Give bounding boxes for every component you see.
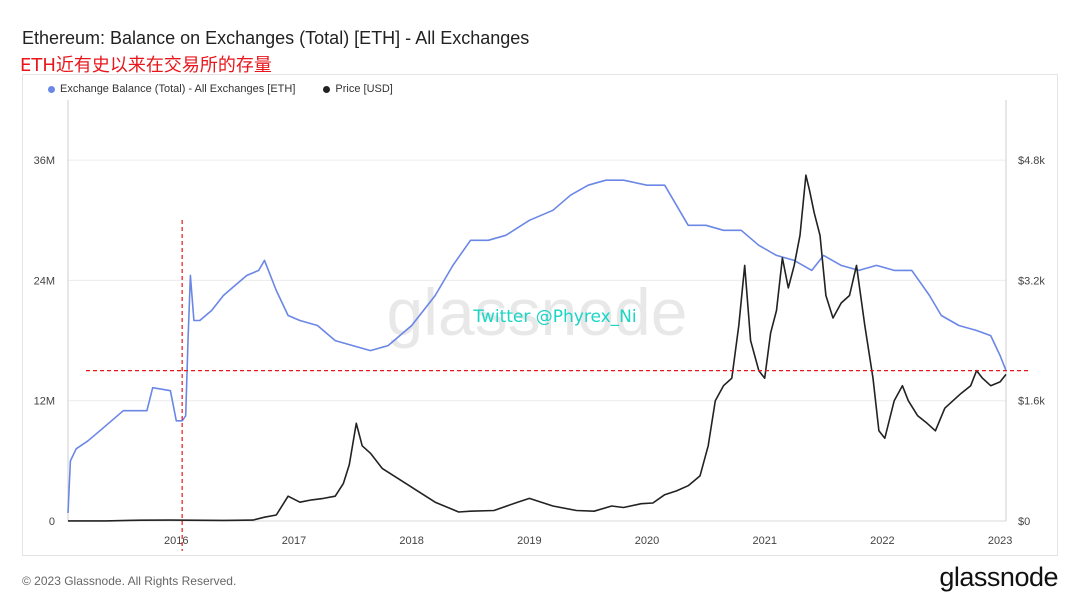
y-left-tick-label: 36M	[34, 155, 55, 167]
y-left-tick-label: 0	[49, 516, 55, 528]
y-right-tick-label: $3.2k	[1018, 275, 1045, 287]
x-tick-label: 2018	[399, 535, 423, 547]
series-line-price	[68, 174, 1007, 522]
chart-legend: Exchange Balance (Total) - All Exchanges…	[48, 83, 393, 95]
y-right-tick-label: $0	[1018, 516, 1030, 528]
glassnode-logo: glassnode	[939, 562, 1058, 592]
x-tick-label: 2020	[635, 535, 659, 547]
x-tick-label: 2017	[282, 535, 306, 547]
chart-annotation-subtitle: ETH近有史以来在交易所的存量	[20, 55, 272, 76]
legend-dot-balance	[48, 85, 55, 93]
y-right-tick-label: $4.8k	[1018, 155, 1045, 167]
legend-item-balance[interactable]: Exchange Balance (Total) - All Exchanges…	[48, 83, 295, 95]
legend-dot-price	[323, 85, 331, 93]
legend-item-price[interactable]: Price [USD]	[323, 83, 393, 95]
x-tick-label: 2021	[752, 535, 776, 547]
x-tick-label: 2016	[164, 535, 188, 547]
copyright-footer: © 2023 Glassnode. All Rights Reserved.	[22, 574, 237, 588]
y-left-tick-label: 12M	[34, 396, 55, 408]
legend-label-balance: Exchange Balance (Total) - All Exchanges…	[60, 83, 296, 95]
glassnode-watermark: glassnode	[387, 275, 688, 349]
y-right-tick-label: $1.6k	[1018, 396, 1045, 408]
x-tick-label: 2022	[870, 535, 894, 547]
twitter-watermark-label: Twitter @Phyrex_Ni	[472, 307, 636, 327]
page-title: Ethereum: Balance on Exchanges (Total) […	[22, 28, 530, 48]
x-tick-label: 2023	[988, 535, 1012, 547]
chart-panel	[22, 74, 1058, 556]
y-left-tick-label: 24M	[34, 275, 55, 287]
legend-label-price: Price [USD]	[335, 83, 393, 95]
series-line-balance	[67, 179, 1007, 514]
x-tick-label: 2019	[517, 535, 541, 547]
